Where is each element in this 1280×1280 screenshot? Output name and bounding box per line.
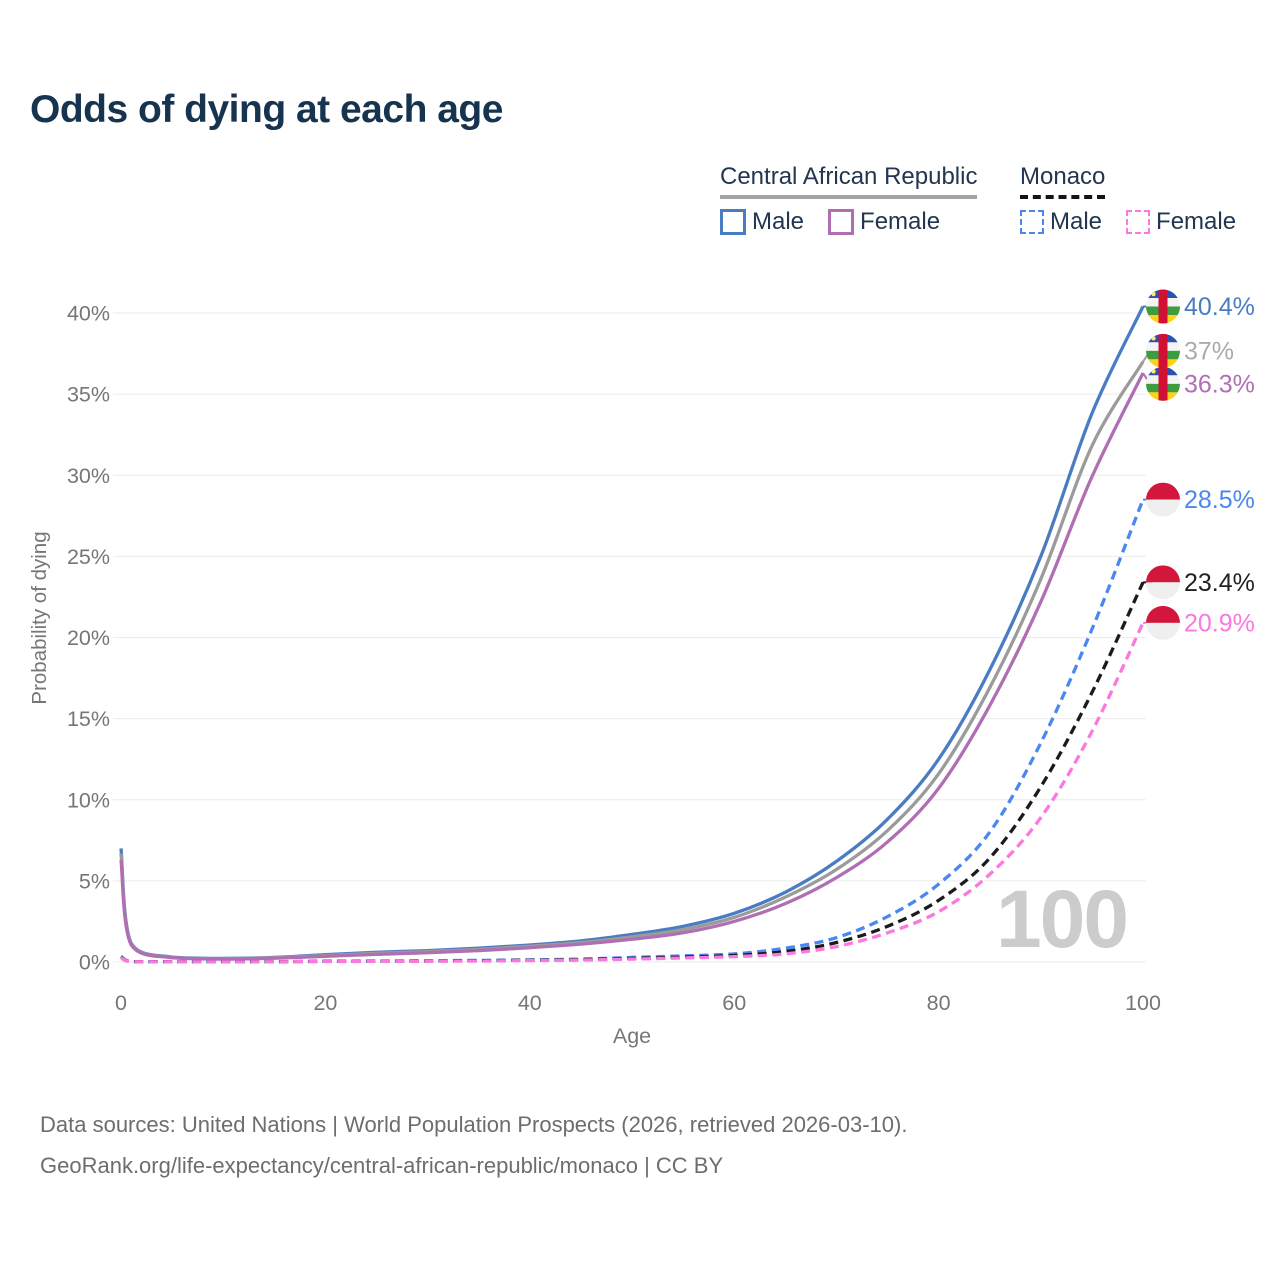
flag-icon-central-african-republic [1146,366,1180,401]
chart-plot-area[interactable]: 0% 5% 10% 15% 20% 25% 30% 35% 40% 0 20 40 60 80 100 Age… [0,250,1280,1070]
legend-group-central-african-republic: Central African Republic Male Female [720,163,978,236]
series-line-central-african-republic-female[interactable] [119,372,1145,961]
legend-items: Male Female [720,208,977,236]
gridlines: 0% 5% 10% 15% 20% 25% 30% 35% 40% [67,302,1146,975]
y-axis-title: Probability of dying [28,531,51,704]
legend-item-monaco-male[interactable]: Male [1020,208,1102,236]
end-label-central-african-republic-male: 40.4% [1184,293,1255,321]
y-tick-label: 15% [67,707,110,731]
legend-item-label: Male [1050,208,1103,235]
end-label-central-african-republic-female: 36.3% [1184,370,1255,398]
y-tick-label: 0% [79,951,110,975]
age-watermark: 100 [996,874,1127,965]
legend-group-title-central-african-republic[interactable]: Central African Republic [720,163,978,199]
flag-icon-monaco [1146,605,1180,640]
series-line-monaco-female[interactable] [120,622,1145,964]
x-tick-label: 40 [518,991,542,1015]
flag-icon-monaco [1146,565,1180,600]
x-tick-label: 0 [115,991,127,1015]
y-tick-label: 30% [67,464,110,488]
series-line-monaco-male[interactable] [120,498,1145,964]
y-tick-label: 25% [67,545,110,569]
y-tick-label: 35% [67,383,110,407]
x-tick-label: 100 [1125,991,1161,1015]
legend-item-label: Male [752,208,805,235]
end-label-monaco-both-sexes: 23.4% [1184,569,1255,597]
legend-item-label: Female [1156,208,1237,235]
flag-icon-central-african-republic [1146,333,1180,368]
legend: Central African Republic Male Female Mon… [0,163,1280,243]
footer-sources: Data sources: United Nations | World Pop… [40,1112,908,1137]
y-tick-label: 40% [67,302,110,326]
legend-item-car-male[interactable]: Male [720,208,804,236]
legend-item-monaco-female[interactable]: Female [1126,208,1236,236]
footer-attribution: GeoRank.org/life-expectancy/central-afri… [40,1153,724,1178]
series-line-central-african-republic-male[interactable] [119,305,1145,961]
x-tick-label: 80 [927,991,951,1015]
legend-item-car-female[interactable]: Female [828,208,940,236]
x-tick-label: 20 [313,991,337,1015]
x-tick-label: 60 [722,991,746,1015]
y-tick-label: 5% [79,869,110,893]
y-tick-label: 10% [67,788,110,812]
flag-icon-monaco [1146,482,1180,517]
end-label-monaco-female: 20.9% [1184,609,1255,637]
legend-group-monaco: Monaco Male Female [1020,163,1236,236]
monaco-male-swatch-icon [1020,210,1044,234]
legend-item-label: Female [860,208,941,235]
end-label-monaco-male: 28.5% [1184,486,1255,514]
car-female-swatch-icon [828,209,855,235]
series-line-monaco-both-sexes[interactable] [120,581,1145,964]
legend-items: Male Female [1020,208,1236,236]
legend-group-title-monaco[interactable]: Monaco [1020,163,1106,199]
footer: Data sources: United Nations | World Pop… [40,1104,907,1186]
y-tick-label: 20% [67,626,110,650]
x-axis-title: Age [613,1024,651,1048]
car-male-swatch-icon [720,209,746,235]
flag-icon-central-african-republic [1146,289,1180,324]
series-line-central-african-republic-both-sexes[interactable] [119,360,1145,961]
chart-title: Odds of dying at each age [30,88,503,131]
monaco-female-swatch-icon [1126,210,1151,234]
end-label-central-african-republic-both-sexes: 37% [1184,337,1234,365]
